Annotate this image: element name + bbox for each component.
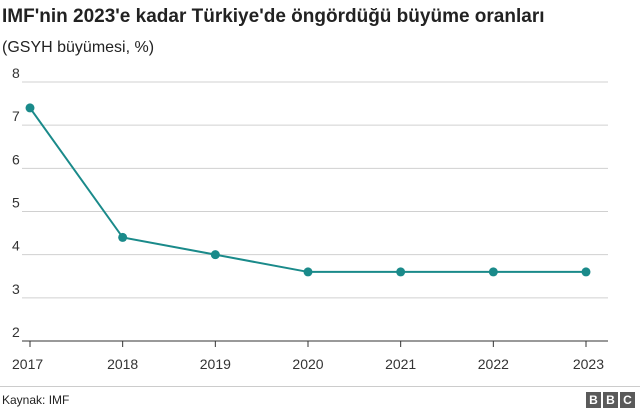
x-tick-label-2022: 2022 [478, 356, 509, 372]
chart-subtitle: (GSYH büyümesi, %) [2, 39, 155, 56]
y-tick-label-8: 8 [12, 68, 20, 81]
data-point-2022 [488, 267, 498, 277]
x-tick-label-2019: 2019 [200, 356, 231, 372]
data-point-2020 [303, 267, 313, 277]
y-tick-label-5: 5 [12, 195, 20, 211]
y-tick-label-4: 4 [12, 238, 20, 254]
y-tick-label-6: 6 [12, 151, 20, 167]
x-tick-label-2018: 2018 [107, 356, 138, 372]
y-tick-label-2: 2 [12, 324, 20, 340]
line-chart: 2 3 4 5 6 7 8 2017 2018 2019 2020 2021 2022 2023 [12, 68, 608, 372]
x-tick-label-2017: 2017 [12, 356, 43, 372]
y-tick-label-3: 3 [12, 281, 20, 297]
series-line [29, 107, 586, 273]
x-tick-label-2021: 2021 [385, 356, 416, 372]
chart-title: IMF'nin 2023'e kadar Türkiye'de öngördüğ… [2, 6, 545, 27]
bbc-logo: B B C [586, 392, 635, 408]
data-point-2023 [581, 267, 591, 277]
logo-letter-b2: B [603, 392, 618, 408]
logo-letter-b1: B [586, 392, 601, 408]
x-tick-label-2020: 2020 [292, 356, 323, 372]
data-point-2018 [118, 232, 128, 242]
data-point-2021 [396, 267, 406, 277]
y-tick-labels: 2 3 4 5 6 7 8 [12, 68, 20, 340]
x-tick-label-2023: 2023 [573, 356, 604, 372]
data-point-2017 [25, 103, 35, 113]
data-point-2019 [210, 250, 220, 260]
gridlines [22, 81, 608, 347]
x-tick-labels: 2017 2018 2019 2020 2021 2022 2023 [12, 356, 604, 372]
y-tick-label-7: 7 [12, 108, 20, 124]
source-note: Kaynak: IMF [2, 393, 70, 407]
logo-letter-c: C [620, 392, 635, 408]
series-group [25, 103, 591, 277]
footer-divider [0, 386, 640, 387]
